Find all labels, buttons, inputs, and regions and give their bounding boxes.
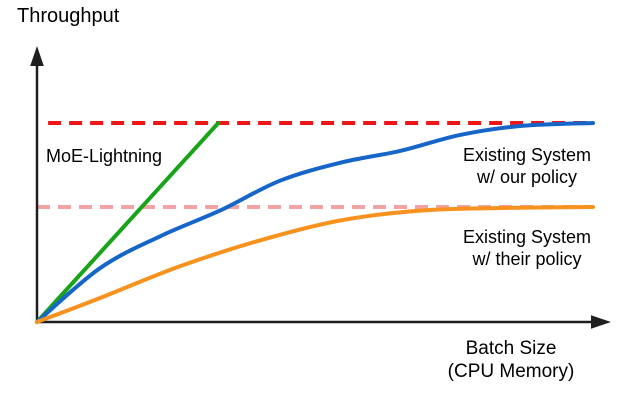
- curve-moe-lightning: [35, 121, 221, 324]
- axes: [30, 46, 611, 329]
- series-label-existing-their-line2: w/ their policy: [472, 249, 582, 269]
- curve-existing-system-w-their-policy: [35, 205, 595, 324]
- series-label-existing-system-their-policy: Existing System w/ their policy: [437, 226, 617, 270]
- series-label-existing-their-line1: Existing System: [462, 227, 592, 247]
- x-axis-label-line1: Batch Size: [465, 338, 557, 359]
- y-axis-arrowhead: [30, 46, 44, 66]
- curve-existing-system-w-our-policy: [35, 121, 595, 324]
- x-axis-label-line2: (CPU Memory): [447, 361, 575, 382]
- x-axis-arrowhead: [591, 315, 611, 329]
- y-axis-label: Throughput: [17, 5, 120, 27]
- series-label-existing-our-line2: w/ our policy: [476, 167, 578, 187]
- series-label-existing-system-our-policy: Existing System w/ our policy: [437, 144, 617, 188]
- x-axis-label: Batch Size (CPU Memory): [421, 337, 601, 383]
- series-label-moe-lightning: MoE-Lightning: [46, 146, 163, 166]
- series-curves: [35, 121, 595, 324]
- series-label-existing-our-line1: Existing System: [462, 145, 592, 165]
